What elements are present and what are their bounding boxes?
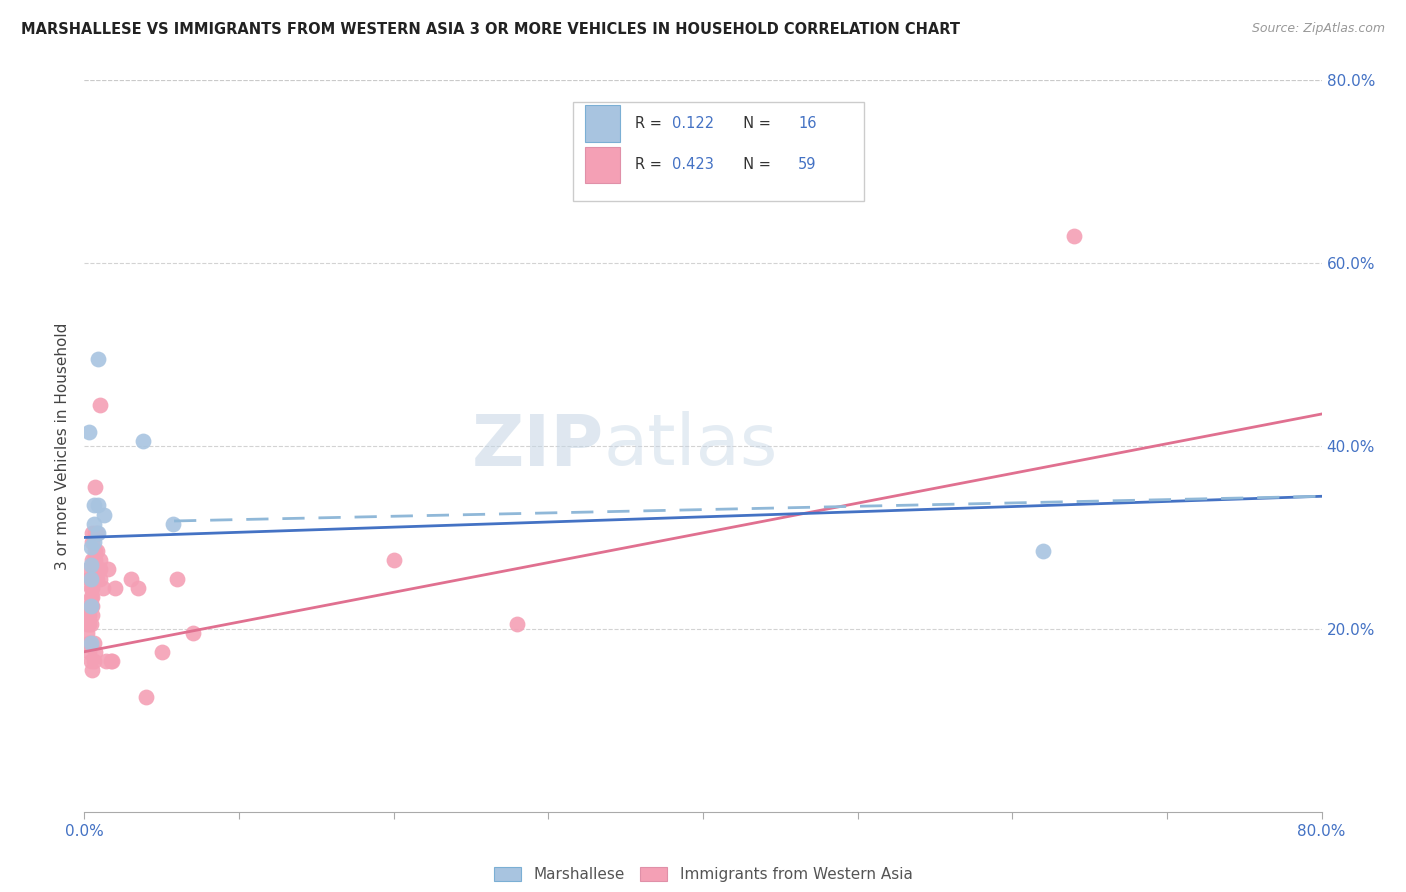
- Text: atlas: atlas: [605, 411, 779, 481]
- Point: [87, 499, 110, 513]
- Point: [82, 599, 104, 613]
- Point: [86, 544, 108, 558]
- Point: [86, 525, 108, 540]
- Point: [87, 525, 110, 540]
- Point: [83, 499, 105, 513]
- Point: [181, 626, 204, 640]
- Point: [83, 635, 105, 649]
- Y-axis label: 3 or more Vehicles in Household: 3 or more Vehicles in Household: [55, 322, 70, 570]
- Point: [84, 544, 107, 558]
- Point: [89, 562, 111, 576]
- Point: [82, 572, 104, 586]
- Point: [93, 508, 115, 522]
- Point: [100, 654, 122, 668]
- Point: [83, 516, 105, 531]
- Point: [79, 581, 101, 595]
- Point: [83, 553, 105, 567]
- Point: [104, 581, 127, 595]
- FancyBboxPatch shape: [574, 103, 863, 201]
- Point: [77, 562, 100, 576]
- Point: [89, 398, 111, 412]
- Point: [91, 581, 114, 595]
- Legend: Marshallese, Immigrants from Western Asia: Marshallese, Immigrants from Western Asi…: [488, 861, 918, 888]
- Point: [97, 562, 120, 576]
- Text: R =: R =: [636, 157, 666, 172]
- Point: [84, 525, 107, 540]
- Point: [79, 558, 101, 572]
- Text: 0.122: 0.122: [672, 116, 714, 131]
- Point: [101, 654, 124, 668]
- Point: [382, 553, 405, 567]
- Point: [79, 654, 101, 668]
- Point: [79, 590, 101, 604]
- Point: [506, 617, 529, 632]
- Point: [1032, 544, 1054, 558]
- Point: [162, 516, 184, 531]
- FancyBboxPatch shape: [585, 105, 620, 142]
- Point: [94, 654, 117, 668]
- Text: N =: N =: [734, 116, 776, 131]
- Point: [77, 608, 100, 623]
- Point: [82, 608, 104, 623]
- Point: [77, 617, 100, 632]
- Point: [77, 572, 100, 586]
- Point: [89, 572, 111, 586]
- Point: [82, 525, 104, 540]
- Point: [76, 617, 98, 632]
- Point: [76, 626, 98, 640]
- Point: [79, 635, 101, 649]
- Point: [86, 572, 108, 586]
- Point: [84, 645, 107, 659]
- Point: [128, 581, 150, 595]
- Point: [84, 553, 107, 567]
- Point: [83, 572, 105, 586]
- Point: [120, 572, 142, 586]
- Point: [77, 599, 100, 613]
- Point: [82, 663, 104, 677]
- Point: [77, 645, 100, 659]
- Point: [87, 352, 110, 367]
- Text: 16: 16: [799, 116, 817, 131]
- Point: [84, 572, 107, 586]
- Point: [82, 590, 104, 604]
- Point: [79, 617, 101, 632]
- Text: R =: R =: [636, 116, 666, 131]
- Point: [166, 572, 188, 586]
- Point: [150, 645, 173, 659]
- Text: Source: ZipAtlas.com: Source: ZipAtlas.com: [1251, 22, 1385, 36]
- Point: [79, 540, 101, 554]
- Point: [1063, 228, 1085, 243]
- Point: [83, 562, 105, 576]
- Point: [76, 608, 98, 623]
- Point: [79, 599, 101, 613]
- Point: [82, 553, 104, 567]
- Point: [84, 480, 107, 494]
- Point: [77, 425, 100, 440]
- Point: [79, 599, 101, 613]
- Point: [83, 654, 105, 668]
- Text: N =: N =: [734, 157, 776, 172]
- Text: 0.423: 0.423: [672, 157, 714, 172]
- Point: [82, 535, 104, 549]
- Point: [83, 535, 105, 549]
- Point: [77, 635, 100, 649]
- Text: ZIP: ZIP: [472, 411, 605, 481]
- Point: [79, 572, 101, 586]
- FancyBboxPatch shape: [585, 146, 620, 183]
- Text: 59: 59: [799, 157, 817, 172]
- Point: [89, 553, 111, 567]
- Point: [82, 581, 104, 595]
- Text: MARSHALLESE VS IMMIGRANTS FROM WESTERN ASIA 3 OR MORE VEHICLES IN HOUSEHOLD CORR: MARSHALLESE VS IMMIGRANTS FROM WESTERN A…: [21, 22, 960, 37]
- Point: [84, 562, 107, 576]
- Point: [79, 572, 101, 586]
- Point: [132, 434, 155, 449]
- Point: [135, 690, 157, 705]
